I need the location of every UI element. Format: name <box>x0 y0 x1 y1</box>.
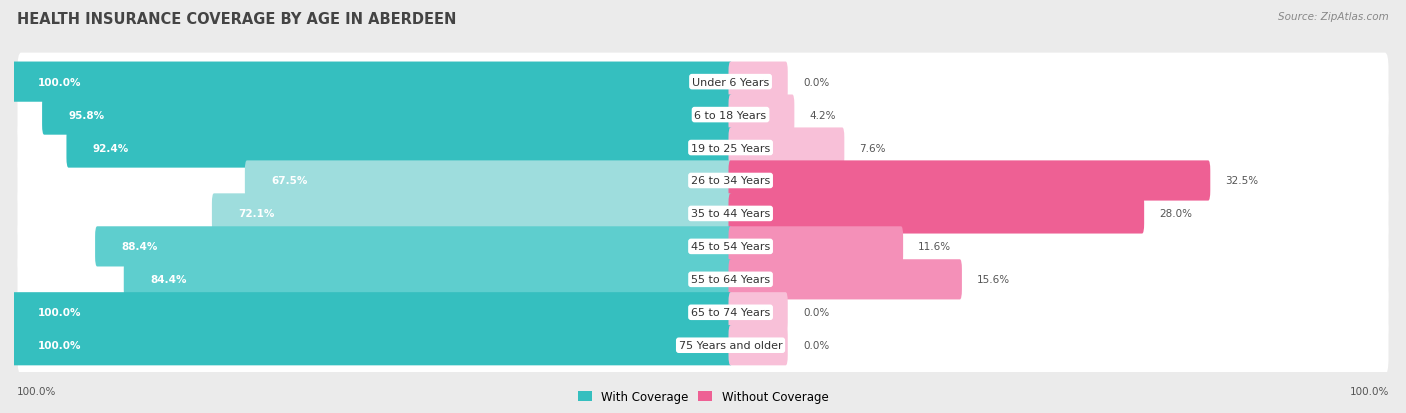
Text: Under 6 Years: Under 6 Years <box>692 78 769 88</box>
FancyBboxPatch shape <box>17 86 1389 144</box>
Text: 7.6%: 7.6% <box>859 143 886 153</box>
FancyBboxPatch shape <box>728 62 787 102</box>
FancyBboxPatch shape <box>17 284 1389 342</box>
FancyBboxPatch shape <box>17 54 1389 112</box>
Text: 75 Years and older: 75 Years and older <box>679 340 782 350</box>
Text: 65 to 74 Years: 65 to 74 Years <box>690 308 770 318</box>
Text: 19 to 25 Years: 19 to 25 Years <box>690 143 770 153</box>
Text: 100.0%: 100.0% <box>17 387 56 396</box>
FancyBboxPatch shape <box>245 161 733 201</box>
Text: 100.0%: 100.0% <box>38 78 82 88</box>
Text: 11.6%: 11.6% <box>918 242 952 252</box>
FancyBboxPatch shape <box>728 227 903 267</box>
Text: 84.4%: 84.4% <box>150 275 187 285</box>
FancyBboxPatch shape <box>212 194 733 234</box>
FancyBboxPatch shape <box>17 119 1389 177</box>
Text: 28.0%: 28.0% <box>1160 209 1192 219</box>
Text: 100.0%: 100.0% <box>38 308 82 318</box>
Text: 92.4%: 92.4% <box>93 143 129 153</box>
FancyBboxPatch shape <box>13 62 733 102</box>
FancyBboxPatch shape <box>13 325 733 366</box>
Text: Source: ZipAtlas.com: Source: ZipAtlas.com <box>1278 12 1389 22</box>
FancyBboxPatch shape <box>728 95 794 135</box>
FancyBboxPatch shape <box>728 161 1211 201</box>
Text: 100.0%: 100.0% <box>1350 387 1389 396</box>
FancyBboxPatch shape <box>124 260 733 300</box>
FancyBboxPatch shape <box>728 292 787 332</box>
Text: 55 to 64 Years: 55 to 64 Years <box>690 275 770 285</box>
FancyBboxPatch shape <box>728 325 787 366</box>
Text: 26 to 34 Years: 26 to 34 Years <box>690 176 770 186</box>
Legend: With Coverage, Without Coverage: With Coverage, Without Coverage <box>572 385 834 408</box>
Text: 100.0%: 100.0% <box>38 340 82 350</box>
Text: 32.5%: 32.5% <box>1226 176 1258 186</box>
FancyBboxPatch shape <box>66 128 733 168</box>
Text: 88.4%: 88.4% <box>121 242 157 252</box>
FancyBboxPatch shape <box>17 316 1389 374</box>
Text: 72.1%: 72.1% <box>238 209 274 219</box>
Text: 45 to 54 Years: 45 to 54 Years <box>690 242 770 252</box>
FancyBboxPatch shape <box>13 292 733 332</box>
Text: 15.6%: 15.6% <box>977 275 1010 285</box>
FancyBboxPatch shape <box>17 218 1389 276</box>
Text: 0.0%: 0.0% <box>803 78 830 88</box>
Text: 95.8%: 95.8% <box>69 110 104 120</box>
Text: 6 to 18 Years: 6 to 18 Years <box>695 110 766 120</box>
FancyBboxPatch shape <box>17 152 1389 210</box>
FancyBboxPatch shape <box>17 251 1389 309</box>
FancyBboxPatch shape <box>17 185 1389 243</box>
Text: 0.0%: 0.0% <box>803 308 830 318</box>
Text: 4.2%: 4.2% <box>810 110 837 120</box>
FancyBboxPatch shape <box>728 194 1144 234</box>
FancyBboxPatch shape <box>42 95 733 135</box>
Text: 35 to 44 Years: 35 to 44 Years <box>690 209 770 219</box>
FancyBboxPatch shape <box>728 260 962 300</box>
FancyBboxPatch shape <box>96 227 733 267</box>
Text: 0.0%: 0.0% <box>803 340 830 350</box>
FancyBboxPatch shape <box>728 128 845 168</box>
Text: HEALTH INSURANCE COVERAGE BY AGE IN ABERDEEN: HEALTH INSURANCE COVERAGE BY AGE IN ABER… <box>17 12 456 27</box>
Text: 67.5%: 67.5% <box>271 176 308 186</box>
